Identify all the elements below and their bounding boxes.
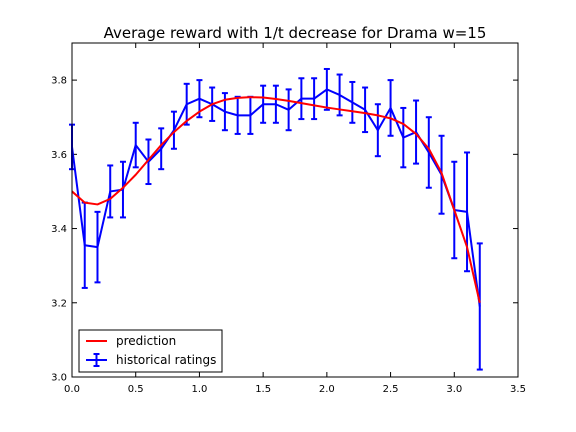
- x-axis-ticks: 0.0 0.5 1.0 1.5 2.0 2.5 3.0 3.5: [64, 43, 526, 395]
- y-tick-label: 3.4: [51, 224, 67, 235]
- x-tick-label: 1.0: [191, 384, 207, 395]
- x-tick-label: 2.5: [383, 384, 399, 395]
- x-tick-label: 0.0: [64, 384, 80, 395]
- legend-label-historical-ratings: historical ratings: [116, 353, 216, 367]
- y-tick-label: 3.2: [51, 298, 67, 309]
- legend-box: [78, 329, 223, 373]
- y-tick-label: 3.0: [51, 373, 67, 384]
- x-tick-label: 3.0: [446, 384, 462, 395]
- x-tick-label: 3.5: [510, 384, 526, 395]
- chart-title: Average reward with 1/t decrease for Dra…: [104, 24, 487, 42]
- series-layer: [69, 67, 483, 371]
- y-tick-label: 3.6: [51, 150, 67, 161]
- plot-frame: [71, 42, 519, 378]
- y-tick-label: 3.8: [51, 76, 67, 87]
- legend: prediction historical ratings: [78, 329, 223, 373]
- series-line-prediction: [71, 96, 481, 304]
- x-tick-label: 2.0: [319, 384, 335, 395]
- series-line-historical-ratings: [71, 88, 481, 307]
- x-tick-label: 1.5: [255, 384, 271, 395]
- x-tick-label: 0.5: [128, 384, 144, 395]
- legend-label-prediction: prediction: [116, 334, 176, 348]
